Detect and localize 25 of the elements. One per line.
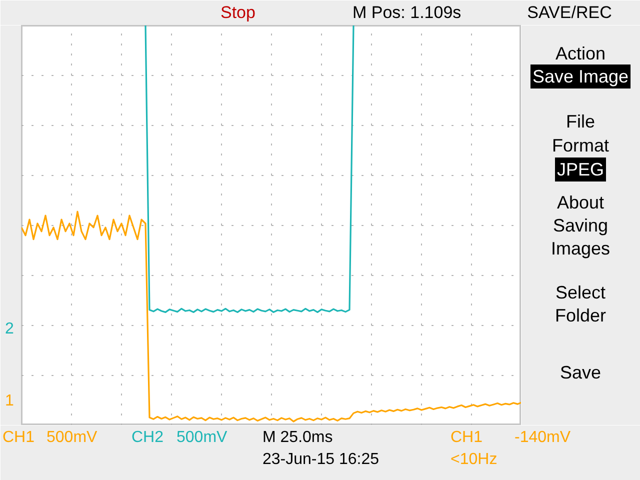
text: Select bbox=[555, 282, 606, 302]
text: File bbox=[566, 112, 596, 132]
text: JPEG bbox=[556, 160, 604, 180]
text: Stop bbox=[220, 3, 256, 22]
text: Action bbox=[555, 44, 606, 64]
text: 500mV bbox=[46, 429, 98, 446]
text: About bbox=[556, 192, 604, 212]
text: Format bbox=[552, 136, 610, 156]
text: SAVE/REC bbox=[527, 3, 612, 22]
text: Saving bbox=[552, 216, 608, 236]
text: 1 bbox=[5, 392, 14, 410]
text: CH1 bbox=[2, 429, 35, 446]
text: Folder bbox=[554, 306, 606, 326]
text: -140mV bbox=[514, 429, 571, 446]
text: M 25.0ms bbox=[262, 429, 333, 446]
text: Save bbox=[560, 362, 602, 382]
text: CH2 bbox=[132, 429, 164, 446]
text: 500mV bbox=[176, 429, 228, 446]
text: M Pos: 1.109s bbox=[352, 3, 462, 22]
text: Images bbox=[550, 238, 610, 258]
text: 2 bbox=[5, 320, 14, 338]
text: Save Image bbox=[532, 66, 629, 86]
text: CH1 bbox=[450, 429, 483, 446]
text: 23-Jun-15 16:25 bbox=[262, 451, 380, 468]
text: <10Hz bbox=[450, 451, 498, 468]
